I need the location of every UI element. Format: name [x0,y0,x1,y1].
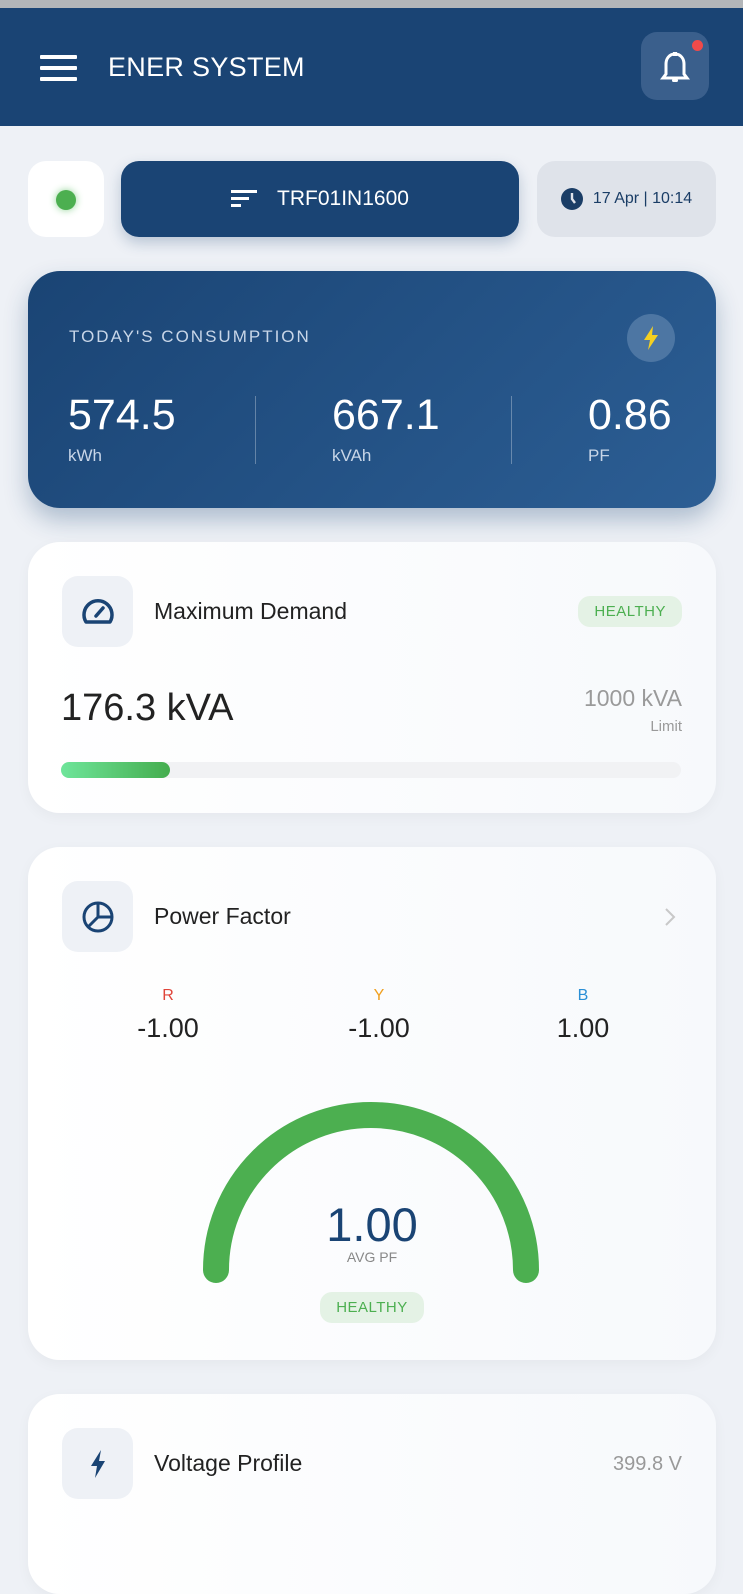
lightning-icon [627,314,675,362]
status-badge: HEALTHY [320,1292,424,1323]
avg-pf-label: AVG PF [346,1249,398,1265]
phase-name: B [577,987,589,1004]
voltage-value: 399.8 V [613,1453,682,1475]
demand-value: 176.3 kVA [61,687,234,729]
phase-value: -1.00 [348,1013,410,1043]
notification-dot [692,40,703,51]
stat-value: 0.86 [588,391,672,439]
phase-y: Y -1.00 [319,987,439,1044]
card-title: Maximum Demand [154,598,347,624]
max-demand-card[interactable]: Maximum Demand HEALTHY 176.3 kVA 1000 kV… [28,542,716,813]
avg-pf-value: 1.00 [326,1198,418,1251]
meter-id: TRF01IN1600 [277,187,409,210]
limit: 1000 kVA Limit [584,685,682,735]
phase-name: R [162,987,174,1004]
speedometer-icon [62,576,133,647]
stat-value: 574.5 [68,391,176,439]
filter-icon [231,190,258,207]
stat-pf: 0.86 PF [588,391,672,466]
phase-r: R -1.00 [108,987,228,1044]
bell-icon [660,52,690,82]
power-factor-card[interactable]: Power Factor R -1.00 Y -1.00 B 1.00 1.00 AV… [28,847,716,1360]
lightning-icon [62,1428,133,1499]
stat-kvah: 667.1 kVAh [332,391,440,466]
status-strip [0,0,743,8]
stat-unit: kVAh [332,446,372,465]
voltage-profile-card[interactable]: Voltage Profile 399.8 V [28,1394,716,1594]
app-title: ENER SYSTEM [108,52,305,82]
phase-value: 1.00 [556,1013,610,1043]
notifications-button[interactable] [641,32,709,100]
status-badge: HEALTHY [578,596,682,627]
badge-wrap: HEALTHY [28,1292,716,1323]
demand-progress-bar [61,762,681,778]
datetime-text: 17 Apr | 10:14 [592,190,693,207]
pf-gauge [203,1102,539,1283]
hamburger-menu-icon[interactable] [40,55,77,81]
app-header: ENER SYSTEM [0,8,743,126]
phase-name: Y [373,987,385,1004]
stat-kwh: 574.5 kWh [68,391,176,466]
demand-progress-fill [61,762,171,778]
online-indicator [56,190,76,210]
divider [255,396,256,464]
phase-value: -1.00 [137,1013,199,1043]
divider [511,396,512,464]
phase-b: B 1.00 [523,987,643,1044]
card-title: Power Factor [154,903,291,929]
stat-unit: PF [588,446,610,465]
gauge-arc [203,1102,539,1283]
meter-selector[interactable]: TRF01IN1600 [121,161,519,237]
stat-unit: kWh [68,446,102,465]
stat-value: 667.1 [332,391,440,439]
consumption-card: TODAY'S CONSUMPTION 574.5 kWh 667.1 kVAh 0… [28,271,716,508]
card-title: Voltage Profile [154,1450,303,1476]
pie-chart-icon [62,881,133,952]
limit-value: 1000 kVA [583,685,682,711]
datetime-button[interactable]: 17 Apr | 10:14 [537,161,716,237]
limit-label: Limit [650,718,682,735]
chevron-right-icon[interactable] [664,907,676,927]
clock-icon [560,188,583,210]
connection-status [28,161,104,237]
consumption-label: TODAY'S CONSUMPTION [69,327,311,346]
